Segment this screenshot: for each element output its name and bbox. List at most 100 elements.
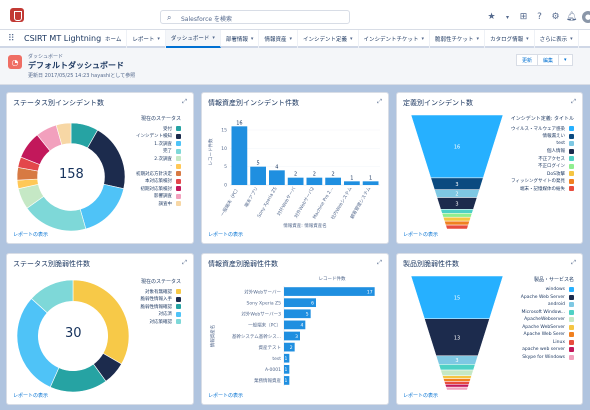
panel-title: 情報資産別脆弱性件数 xyxy=(208,260,278,268)
expand-icon[interactable]: ⤢ xyxy=(377,259,382,266)
bar[interactable] xyxy=(269,170,285,185)
legend-label: 端末・記憶媒体の紛失 xyxy=(520,186,565,192)
chevron-down-icon[interactable]: ▾ xyxy=(250,36,254,42)
favorites-star-icon[interactable]: ★ xyxy=(487,12,496,22)
nav-tab[interactable]: 部署情報 ▾ xyxy=(221,30,260,48)
chevron-down-icon[interactable]: ▾ xyxy=(570,36,573,42)
panel-incidents-by-status: ステータス別インシデント数 ⤢ 158 現在のステータス 受付 インシデント検知 1.… xyxy=(6,92,194,244)
chevron-down-icon[interactable]: ▾ xyxy=(526,36,529,42)
help-icon[interactable]: ? xyxy=(537,12,542,22)
legend-label: windows xyxy=(545,287,565,293)
global-search-input[interactable]: ⌕ Salesforce を検索 xyxy=(160,10,350,24)
refresh-button[interactable]: 更新 xyxy=(516,54,539,66)
expand-icon[interactable]: ⤢ xyxy=(571,98,576,105)
donut-slice[interactable] xyxy=(16,298,60,388)
funnel-segment[interactable] xyxy=(443,381,471,385)
expand-icon[interactable]: ⤢ xyxy=(182,259,187,266)
nav-tab[interactable]: さらに表示 ▾ xyxy=(535,30,579,48)
nav-tab[interactable]: インシデント定義 ▾ xyxy=(298,30,359,48)
bar[interactable] xyxy=(284,331,300,341)
funnel-segment[interactable] xyxy=(441,213,473,218)
notification-bell-icon[interactable]: 🔔︎ xyxy=(565,12,578,22)
funnel-value-label: 13 xyxy=(454,335,460,341)
legend-item: インシデント検知 xyxy=(111,133,181,141)
chevron-down-icon[interactable]: ▾ xyxy=(157,36,160,42)
view-report-link[interactable]: レポートの表示 xyxy=(403,393,439,399)
funnel-value-label: 3 xyxy=(455,358,458,364)
bar[interactable] xyxy=(284,376,290,385)
bar[interactable] xyxy=(284,298,316,308)
legend-swatch xyxy=(569,126,574,132)
funnel-segment[interactable] xyxy=(440,369,474,376)
bar[interactable] xyxy=(284,309,311,319)
legend-item: ApacheWebserver xyxy=(494,316,574,324)
bar-value-label: 17 xyxy=(367,289,373,295)
nav-tab[interactable]: 脆弱性チケット ▾ xyxy=(430,30,486,48)
bar[interactable] xyxy=(362,181,379,185)
view-report-link[interactable]: レポートの表示 xyxy=(13,393,49,399)
expand-icon[interactable]: ⤢ xyxy=(377,98,382,105)
global-actions-plus-icon[interactable]: ⊞ xyxy=(519,12,528,22)
gear-icon[interactable]: ⚙ xyxy=(551,12,560,22)
object-label: ダッシュボード xyxy=(28,54,64,60)
legend-item: Apache WebServer xyxy=(494,324,574,332)
funnel-segment[interactable] xyxy=(444,384,470,388)
bar[interactable] xyxy=(250,166,266,185)
legend-label: 調査中 xyxy=(158,201,173,207)
view-report-link[interactable]: レポートの表示 xyxy=(403,232,439,238)
chevron-down-icon[interactable]: ▾ xyxy=(349,36,353,42)
more-actions-button[interactable]: ▾ xyxy=(559,54,573,66)
chart-legend: 製品・サービス名 windows Apache Web Server android M… xyxy=(494,276,574,361)
view-report-link[interactable]: レポートの表示 xyxy=(208,232,244,238)
legend-item: - xyxy=(111,163,181,171)
bar[interactable] xyxy=(231,126,248,185)
nav-tab-label: 部署情報 xyxy=(225,37,248,43)
funnel-segment[interactable] xyxy=(445,224,469,229)
chevron-down-icon[interactable]: ▾ xyxy=(212,35,215,41)
app-launcher-grid-icon[interactable]: ⠿ xyxy=(8,34,15,44)
chevron-down-icon[interactable]: ▾ xyxy=(289,36,292,42)
view-report-link[interactable]: レポートの表示 xyxy=(13,232,49,238)
bar[interactable] xyxy=(284,364,290,374)
bar[interactable] xyxy=(287,177,304,185)
donut-slice[interactable] xyxy=(55,122,72,146)
bar[interactable] xyxy=(284,353,290,363)
chevron-down-icon[interactable]: ▾ xyxy=(476,36,480,42)
edit-button[interactable]: 編集 xyxy=(538,54,560,66)
expand-icon[interactable]: ⤢ xyxy=(571,259,576,266)
legend-label: test xyxy=(556,141,565,147)
bar[interactable] xyxy=(284,342,295,352)
nav-tab[interactable]: ダッシュボード ▾ xyxy=(165,30,221,48)
expand-icon[interactable]: ⤢ xyxy=(182,98,187,105)
y-tick-label: 業務情報資産 xyxy=(254,377,281,384)
view-report-link[interactable]: レポートの表示 xyxy=(208,393,244,399)
donut-slice[interactable] xyxy=(30,279,74,314)
funnel-segment[interactable] xyxy=(438,364,476,371)
chevron-down-icon[interactable]: ▾ xyxy=(421,36,425,42)
bar[interactable] xyxy=(325,177,341,185)
nav-tab-label: インシデント定義 xyxy=(302,37,347,43)
favorites-dropdown-icon[interactable]: ▾ xyxy=(505,13,509,21)
legend-swatch xyxy=(569,287,574,293)
legend-swatch xyxy=(176,141,181,147)
bar[interactable] xyxy=(306,177,323,185)
legend-item: 完了 xyxy=(111,148,181,156)
panel-title: ステータス別インシデント数 xyxy=(13,99,104,107)
funnel-segment[interactable] xyxy=(444,220,470,226)
bar[interactable] xyxy=(284,320,306,330)
legend-swatch xyxy=(569,324,574,330)
bar[interactable] xyxy=(284,287,375,296)
nav-tab[interactable]: レポート ▾ xyxy=(127,30,166,48)
funnel-segment[interactable] xyxy=(442,378,472,382)
nav-tab[interactable]: 情報資産 ▾ xyxy=(259,30,298,48)
funnel-segment[interactable] xyxy=(442,216,472,222)
page-title: デフォルトダッシュボード xyxy=(28,61,124,70)
user-avatar[interactable]: ● xyxy=(582,11,590,23)
funnel-segment[interactable] xyxy=(440,209,474,214)
nav-tab[interactable]: インシデントチケット ▾ xyxy=(359,30,431,48)
nav-tab[interactable]: ホーム xyxy=(100,30,128,48)
nav-tab[interactable]: カタログ情報 ▾ xyxy=(485,30,535,48)
bar[interactable] xyxy=(344,181,360,185)
funnel-segment[interactable] xyxy=(442,375,472,379)
funnel-segment[interactable] xyxy=(445,386,469,390)
